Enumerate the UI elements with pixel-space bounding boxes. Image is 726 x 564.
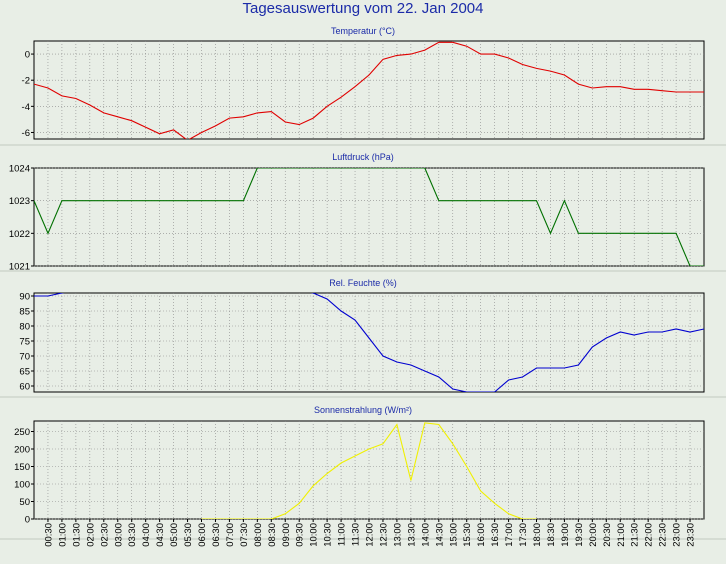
- y-tick-label: 80: [19, 322, 30, 333]
- x-tick-label: 03:30: [127, 523, 138, 547]
- x-tick-label: 15:30: [462, 523, 473, 547]
- y-tick-label: 0: [25, 515, 30, 526]
- x-tick-label: 17:00: [504, 523, 515, 547]
- y-tick-label: 200: [14, 445, 30, 456]
- y-tick-label: 150: [14, 462, 30, 473]
- x-tick-label: 20:30: [602, 523, 613, 547]
- x-tick-label: 15:00: [448, 523, 459, 547]
- x-tick-label: 20:00: [588, 523, 599, 547]
- page-title: Tagesauswertung vom 22. Jan 2004: [242, 0, 484, 17]
- x-tick-label: 18:30: [546, 523, 557, 547]
- series-line: [34, 41, 704, 139]
- y-tick-label: 1021: [9, 262, 30, 273]
- x-tick-label: 21:00: [616, 523, 627, 547]
- y-tick-label: 1022: [9, 229, 30, 240]
- x-tick-label: 14:30: [434, 523, 445, 547]
- x-tick-label: 21:30: [630, 523, 641, 547]
- y-tick-label: 90: [19, 292, 30, 303]
- y-tick-label: 50: [19, 497, 30, 508]
- x-tick-label: 06:00: [197, 523, 208, 547]
- x-tick-label: 17:30: [518, 523, 529, 547]
- x-tick-label: 23:00: [672, 523, 683, 547]
- y-tick-label: 100: [14, 480, 30, 491]
- x-tick-label: 11:00: [337, 523, 348, 546]
- x-tick-label: 07:00: [225, 523, 236, 547]
- y-tick-label: -2: [22, 76, 30, 87]
- y-tick-label: 85: [19, 307, 30, 318]
- x-tick-label: 04:30: [155, 523, 166, 547]
- x-tick-label: 10:00: [309, 523, 320, 547]
- x-tick-label: 08:30: [267, 523, 278, 547]
- x-tick-label: 10:30: [323, 523, 334, 547]
- x-tick-label: 02:00: [85, 523, 96, 547]
- y-tick-label: 65: [19, 367, 30, 378]
- panel-title: Rel. Feuchte (%): [329, 278, 397, 288]
- x-tick-label: 13:30: [406, 523, 417, 547]
- series-line: [201, 422, 537, 519]
- panel-title: Temperatur (°C): [331, 26, 395, 36]
- x-tick-label: 09:00: [281, 523, 292, 547]
- x-tick-label: 02:30: [99, 523, 110, 547]
- x-tick-label: 05:00: [169, 523, 180, 547]
- x-tick-label: 22:00: [644, 523, 655, 547]
- x-tick-label: 01:00: [57, 523, 68, 547]
- x-tick-label: 08:00: [253, 523, 264, 547]
- x-tick-label: 16:00: [476, 523, 487, 547]
- panel-title: Luftdruck (hPa): [332, 152, 394, 162]
- y-tick-label: 70: [19, 352, 30, 363]
- x-tick-label: 01:30: [71, 523, 82, 547]
- x-tick-label: 00:30: [43, 523, 54, 547]
- x-tick-label: 13:00: [392, 523, 403, 547]
- y-tick-label: 1024: [9, 164, 30, 175]
- x-tick-label: 09:30: [295, 523, 306, 547]
- x-tick-label: 11:30: [351, 523, 362, 546]
- x-tick-label: 03:00: [113, 523, 124, 547]
- x-tick-label: 18:00: [532, 523, 543, 547]
- y-tick-label: 60: [19, 382, 30, 393]
- x-tick-label: 07:30: [239, 523, 250, 547]
- y-tick-label: 1023: [9, 196, 30, 207]
- x-tick-label: 23:30: [686, 523, 697, 547]
- x-tick-label: 12:00: [365, 523, 376, 547]
- y-tick-label: -4: [22, 102, 30, 113]
- y-tick-label: 250: [14, 427, 30, 438]
- x-tick-label: 22:30: [658, 523, 669, 547]
- x-tick-label: 04:00: [141, 523, 152, 547]
- x-tick-label: 19:30: [574, 523, 585, 547]
- x-tick-label: 14:00: [420, 523, 431, 547]
- x-tick-label: 16:30: [490, 523, 501, 547]
- y-tick-label: -6: [22, 128, 30, 139]
- x-tick-label: 05:30: [183, 523, 194, 547]
- x-tick-label: 19:00: [560, 523, 571, 547]
- x-tick-label: 12:30: [378, 523, 389, 547]
- y-tick-label: 0: [25, 50, 30, 61]
- y-tick-label: 75: [19, 337, 30, 348]
- panel-title: Sonnenstrahlung (W/m²): [314, 405, 412, 415]
- x-tick-label: 06:30: [211, 523, 222, 547]
- series-line: [34, 168, 704, 266]
